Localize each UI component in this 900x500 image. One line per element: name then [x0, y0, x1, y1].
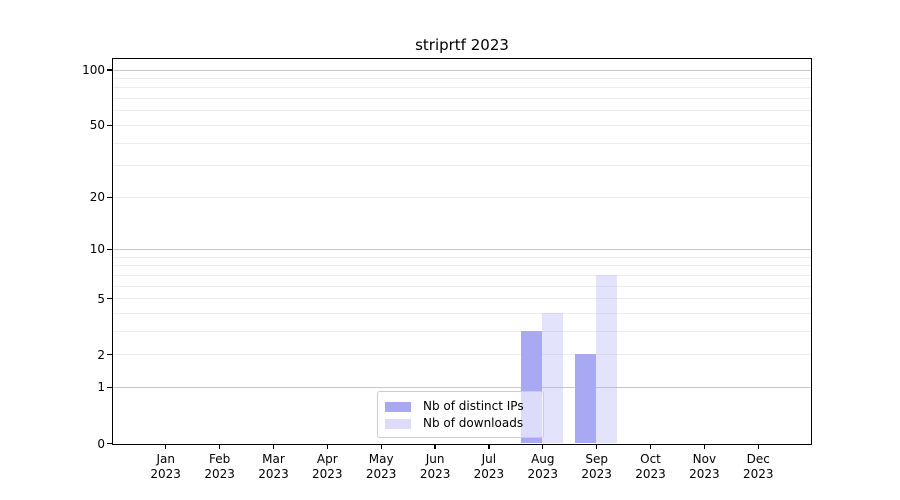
y-tick-label-2: 2 — [97, 347, 105, 362]
x-tick-mark-feb — [219, 443, 221, 449]
legend-label-distinct-ips: Nb of distinct IPs — [423, 399, 524, 413]
y-tick-label-10: 10 — [89, 242, 105, 257]
x-tick-mark-aug — [542, 443, 544, 449]
x-tick-mark-nov — [703, 443, 705, 449]
legend: Nb of distinct IPs Nb of downloads — [377, 391, 544, 438]
gridline-5 — [113, 298, 811, 299]
gridline-2 — [113, 354, 811, 356]
x-tick-mark-jun — [434, 443, 436, 449]
gridline-80 — [113, 87, 811, 89]
x-tick-label-apr: Apr 2023 — [312, 452, 343, 481]
gridline-6 — [113, 285, 811, 287]
x-tick-mark-oct — [649, 443, 652, 449]
gridline-10 — [113, 248, 811, 250]
x-tick-label-oct: Oct 2023 — [635, 452, 666, 481]
x-tick-mark-dec — [757, 443, 759, 449]
bar-nb-of-downloads-aug — [542, 312, 564, 443]
legend-item-distinct-ips: Nb of distinct IPs — [385, 399, 535, 414]
y-tick-label-20: 20 — [89, 190, 105, 205]
y-tick-mark-50 — [107, 124, 112, 126]
y-tick-label-1: 1 — [97, 380, 105, 395]
y-tick-mark-0 — [107, 442, 112, 445]
x-tick-label-mar: Mar 2023 — [258, 452, 289, 481]
gridline-40 — [113, 142, 811, 144]
y-tick-mark-100 — [107, 69, 112, 71]
gridline-9 — [113, 256, 811, 258]
y-tick-label-50: 50 — [89, 118, 105, 133]
x-tick-label-jun: Jun 2023 — [419, 452, 451, 481]
gridline-90 — [113, 77, 811, 79]
x-tick-mark-apr — [326, 443, 328, 449]
y-tick-label-5: 5 — [97, 291, 105, 306]
x-tick-label-may: May 2023 — [365, 452, 397, 481]
y-tick-mark-5 — [107, 297, 112, 300]
gridline-3 — [113, 330, 811, 332]
y-tick-mark-1 — [107, 386, 112, 389]
gridline-100 — [113, 69, 811, 71]
gridline-7 — [113, 274, 811, 276]
legend-swatch-downloads — [385, 418, 411, 429]
x-tick-mark-sep — [596, 443, 598, 449]
x-tick-label-jul: Jul 2023 — [473, 452, 505, 481]
gridline-30 — [113, 165, 811, 167]
gridline-4 — [113, 312, 811, 314]
y-tick-mark-20 — [107, 196, 112, 198]
x-tick-label-dec: Dec 2023 — [743, 452, 774, 481]
y-tick-mark-2 — [107, 354, 112, 356]
x-tick-mark-may — [380, 443, 382, 449]
plot-area — [112, 58, 812, 445]
bar-nb-of-downloads-sep — [596, 274, 618, 443]
gridline-50 — [113, 124, 811, 126]
legend-item-downloads: Nb of downloads — [385, 416, 535, 431]
x-tick-mark-jan — [165, 443, 167, 449]
y-tick-mark-10 — [107, 248, 112, 251]
x-tick-label-feb: Feb 2023 — [204, 452, 235, 481]
gridline-8 — [113, 265, 811, 267]
legend-label-downloads: Nb of downloads — [423, 416, 524, 430]
gridline-20 — [113, 196, 811, 198]
gridline-70 — [113, 98, 811, 99]
x-tick-label-aug: Aug 2023 — [527, 452, 559, 481]
y-tick-label-100: 100 — [82, 63, 105, 77]
x-tick-mark-mar — [272, 443, 275, 449]
y-tick-label-0: 0 — [97, 436, 105, 451]
gridline-60 — [113, 110, 811, 112]
gridline-1 — [113, 386, 811, 388]
bar-nb-of-distinct-ips-sep — [575, 354, 597, 443]
x-tick-label-sep: Sep 2023 — [581, 452, 612, 481]
chart-title: striprtf 2023 — [415, 36, 509, 54]
x-tick-label-nov: Nov 2023 — [689, 452, 720, 481]
legend-swatch-distinct-ips — [385, 401, 411, 412]
x-tick-mark-jul — [488, 443, 490, 449]
x-tick-label-jan: Jan 2023 — [150, 452, 181, 481]
